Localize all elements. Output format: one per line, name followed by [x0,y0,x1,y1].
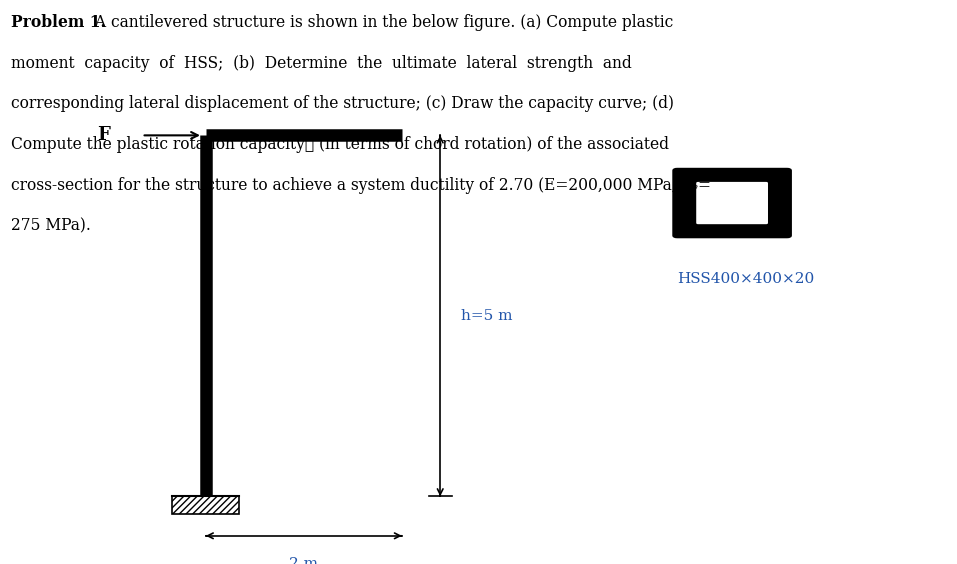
FancyBboxPatch shape [697,182,768,224]
Text: cross-section for the structure to achieve a system ductility of 2.70 (E=200,000: cross-section for the structure to achie… [11,177,711,193]
Text: h=5 m: h=5 m [461,309,513,323]
FancyBboxPatch shape [673,168,792,239]
Text: F: F [98,126,110,144]
Text: Problem 1.: Problem 1. [11,14,106,31]
Bar [172,496,239,514]
Text: 275 MPa).: 275 MPa). [11,217,91,234]
Text: 2 m: 2 m [289,557,319,564]
Text: Compute the plastic rotation capacity⏐ (in terms of chord rotation) of the assoc: Compute the plastic rotation capacity⏐ (… [11,136,670,153]
Text: moment  capacity  of  HSS;  (b)  Determine  the  ultimate  lateral  strength  an: moment capacity of HSS; (b) Determine th… [11,55,633,72]
Text: corresponding lateral displacement of the structure; (c) Draw the capacity curve: corresponding lateral displacement of th… [11,95,675,112]
Text: HSS400×400×20: HSS400×400×20 [678,272,814,286]
Text: A cantilevered structure is shown in the below figure. (a) Compute plastic: A cantilevered structure is shown in the… [90,14,673,31]
